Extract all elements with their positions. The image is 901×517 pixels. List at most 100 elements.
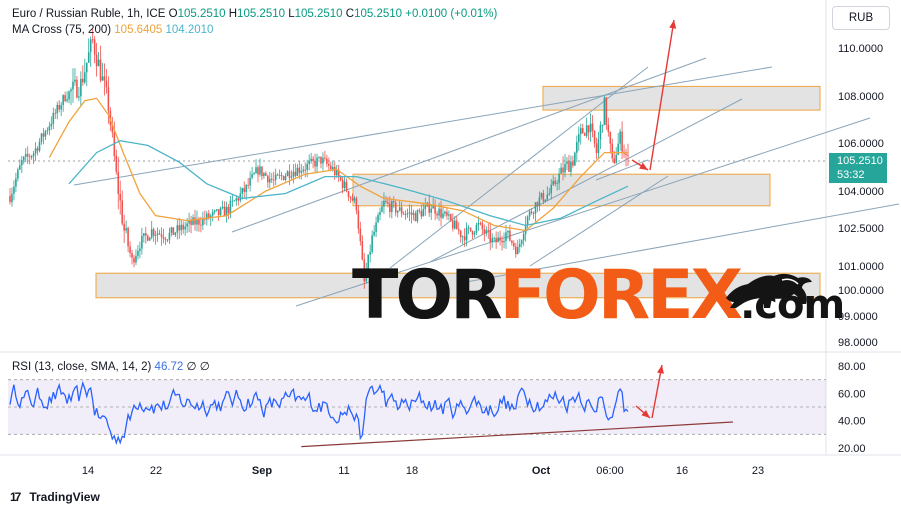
ohlc-key-l: L [285,8,295,20]
candle-body [619,131,621,144]
candle-body [353,198,356,201]
ma-legend: MA Cross (75, 200) 105.6405 104.2010 [12,24,213,36]
candle-body [481,223,484,230]
candle-body [270,178,273,180]
candle-body [497,237,499,243]
candle-body [392,201,395,203]
candle-body [544,199,547,202]
candle-body [585,125,588,136]
candle-body [11,193,13,203]
candle-body [605,97,608,125]
candle-body [249,177,251,186]
candle-body [467,227,470,229]
rsi-settings-icon[interactable]: ∅ [199,361,210,373]
candle-body [534,202,537,214]
candle-body [251,174,253,178]
candle-body [330,165,332,170]
candle-body [170,227,173,233]
ma-label: MA Cross (75, 200) [12,24,112,36]
candle-body [180,224,183,231]
candle-body [255,167,257,174]
candle-body [341,179,344,188]
candle-body [115,155,118,172]
candle-body [198,218,200,225]
candle-body [349,196,352,198]
candle-body [162,237,165,239]
candle-body [566,161,568,164]
candle-body [564,163,566,173]
candle-body [406,213,409,215]
candle-body [211,211,214,216]
candle-body [133,257,135,263]
candle-body [345,181,348,192]
candle-body [196,218,198,225]
candle-body [26,153,29,157]
candle-body [511,240,513,244]
candle-body [202,217,204,226]
candle-body [272,179,275,181]
candle-body [438,208,440,216]
candle-body [268,178,271,183]
candle-body [483,229,486,234]
candle-body [524,224,527,234]
candle-body [430,208,432,213]
candle-body [243,188,246,192]
candle-body [276,174,279,176]
candle-body [428,202,431,213]
tradingview-brand[interactable]: 17 TradingView [10,490,100,504]
candle-body [44,131,47,137]
trendline-8 [595,159,649,181]
trendline-3 [231,57,707,233]
candle-body [127,227,129,247]
price-tick-label: 99.0000 [838,311,878,323]
candle-body [168,232,171,240]
candle-body [76,79,78,98]
candle-body [479,222,482,224]
ma75-value: 105.6405 [114,24,163,36]
candle-body [493,238,495,240]
candle-body [296,167,299,176]
trendlines-layer [73,57,900,307]
candle-body [308,161,310,164]
trendline-1 [73,66,773,186]
candle-body [540,192,543,198]
candle-body [312,158,314,161]
candle-body [572,161,574,166]
candle-body [158,233,161,235]
candle-body [225,206,228,217]
candle-body [394,202,397,213]
candle-body [186,223,188,227]
candle-body [97,59,100,67]
candle-body [385,200,387,203]
candle-body [101,76,104,81]
candle-body [66,99,68,101]
candle-body [70,89,72,92]
pullback-arrow-head [639,162,648,170]
candle-body [304,169,307,171]
candle-body [452,220,454,229]
candle-body [294,171,297,176]
candle-body [288,171,291,178]
candle-body [375,222,377,232]
time-tick-label: 16 [676,465,688,477]
candle-body [333,166,336,176]
candle-body [184,226,186,230]
candle-body [119,193,122,201]
candle-body [609,131,612,144]
candle-body [36,148,39,151]
candle-body [412,213,415,215]
candle-body [257,167,259,175]
candle-body [80,78,82,97]
currency-button[interactable]: RUB [832,6,890,30]
candle-body [400,207,403,214]
rsi-eye-icon[interactable]: ∅ [186,361,197,373]
rsi-support-line [301,421,734,448]
candle-body [499,237,501,241]
candle-body [105,80,108,88]
tradingview-logo-icon: 17 [10,490,21,504]
time-tick-label: 14 [82,465,94,477]
candle-body [192,217,194,225]
candle-body [111,125,114,133]
